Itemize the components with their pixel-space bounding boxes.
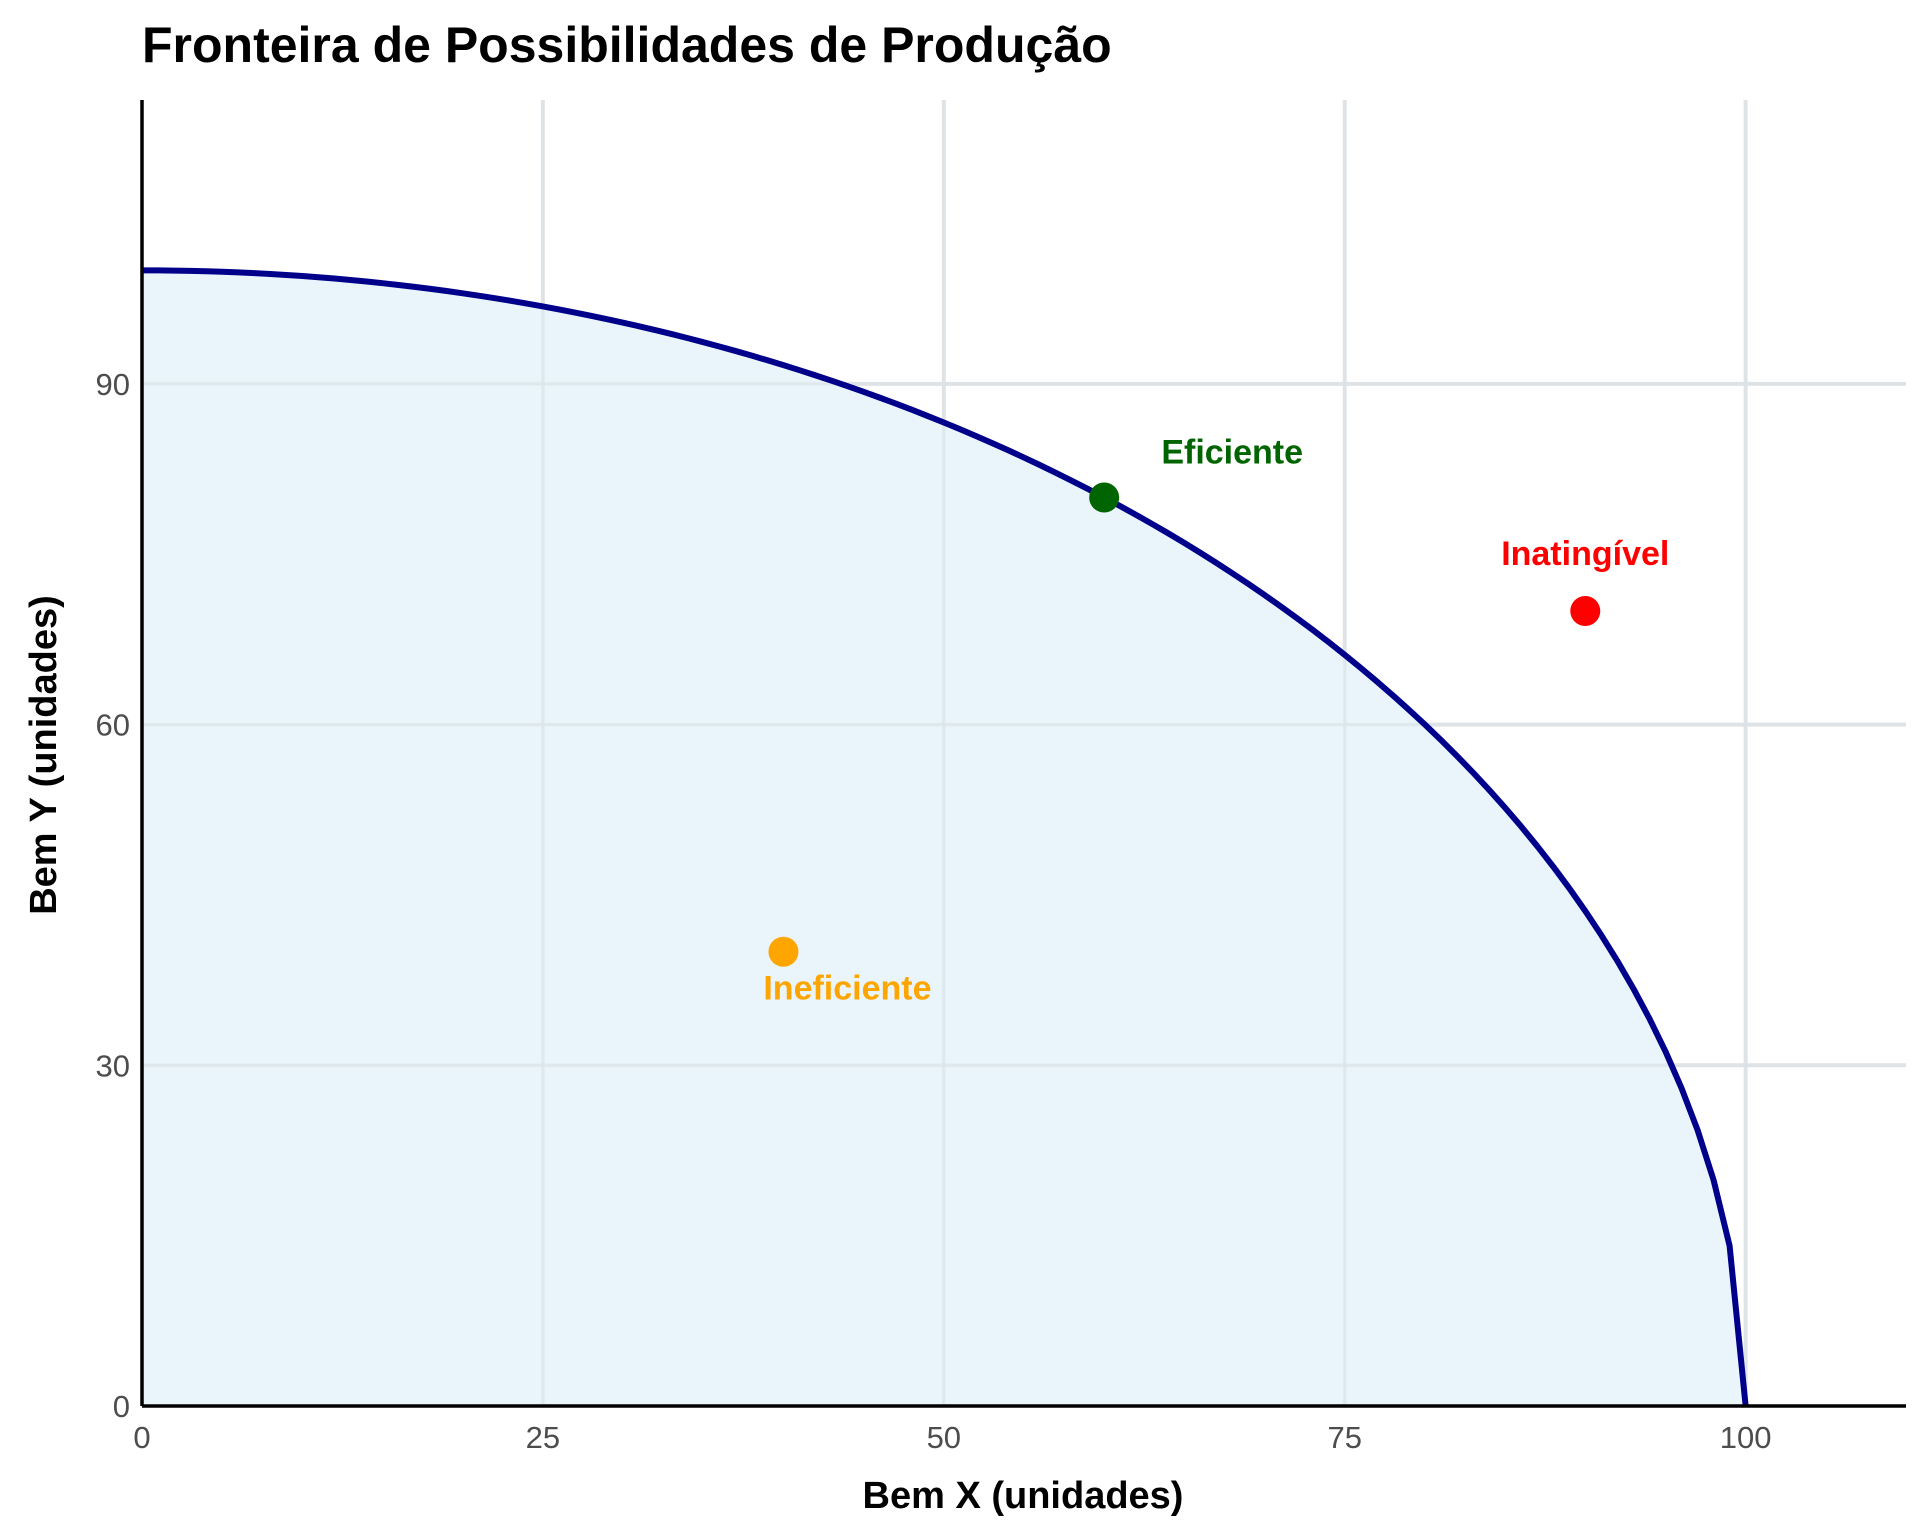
tick-labels: 0 25 50 75 100 0 30 60 90 — [96, 367, 1772, 1455]
x-tick-label-75: 75 — [1327, 1420, 1361, 1455]
y-tick-label-30: 30 — [96, 1048, 130, 1083]
x-tick-label-50: 50 — [927, 1420, 961, 1455]
x-tick-label-100: 100 — [1720, 1420, 1772, 1455]
y-tick-label-90: 90 — [96, 367, 130, 402]
point-ineficiente — [768, 936, 799, 967]
feasible-area — [141, 100, 1906, 1407]
points: Eficiente Inatingível Ineficiente — [763, 433, 1669, 1007]
point-eficiente — [1089, 482, 1120, 513]
axes — [140, 100, 1906, 1408]
x-tick-label-25: 25 — [526, 1420, 560, 1455]
point-label-ineficiente: Ineficiente — [763, 970, 931, 1008]
chart-title: Fronteira de Possibilidades de Produção — [142, 17, 1112, 73]
x-tick-label-0: 0 — [133, 1420, 150, 1455]
frontier-curve — [141, 267, 1749, 1407]
x-axis-label: Bem X (unidades) — [863, 1475, 1184, 1517]
y-tick-label-0: 0 — [113, 1389, 130, 1424]
point-label-inatingivel: Inatingível — [1501, 535, 1669, 573]
y-tick-label-60: 60 — [96, 708, 130, 743]
point-inatingivel — [1570, 596, 1601, 627]
y-axis-label: Bem Y (unidades) — [23, 595, 65, 915]
point-label-eficiente: Eficiente — [1161, 433, 1303, 471]
